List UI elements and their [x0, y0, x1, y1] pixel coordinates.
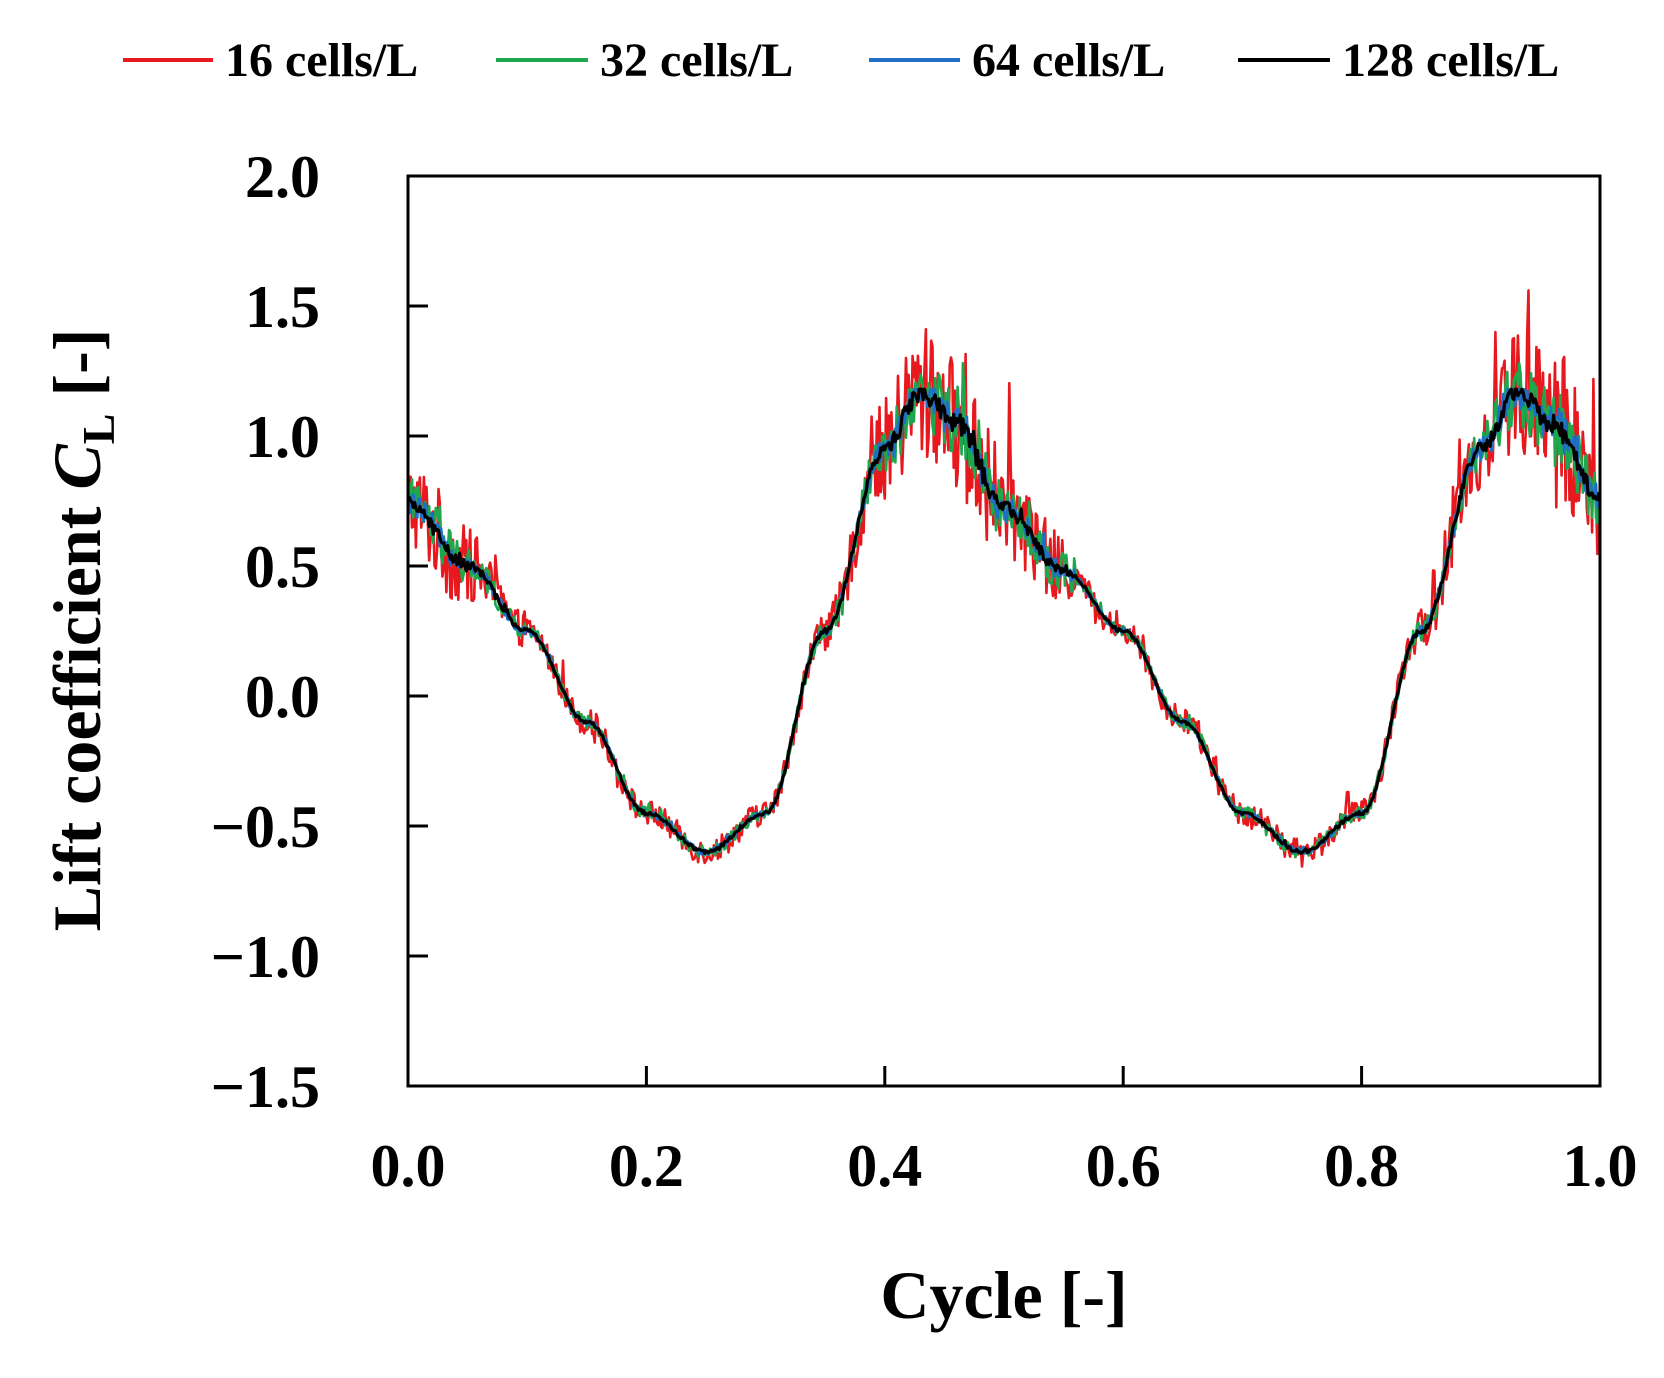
y-axis-title-subscript: L — [73, 414, 124, 445]
series-line-128-cells — [406, 387, 1602, 856]
x-tick-label: 1.0 — [1563, 1133, 1638, 1199]
y-axis-title-symbol: C — [39, 444, 115, 490]
y-axis-title: Lift coefficient CL [-] — [39, 329, 124, 932]
x-axis: 0.0 0.2 0.4 0.6 0.8 1.0 — [371, 1066, 1638, 1199]
y-axis: −1.5 −1.0 −0.5 0.0 0.5 1.0 1.5 2.0 — [211, 144, 428, 1120]
y-tick-label: −1.5 — [211, 1054, 320, 1120]
y-tick-label: 1.5 — [245, 274, 320, 340]
legend-label-64-cells: 64 cells/L — [972, 34, 1165, 87]
y-tick-label: 0.0 — [245, 664, 320, 730]
x-tick-label: 0.0 — [371, 1133, 446, 1199]
plot-frame — [406, 174, 1602, 1088]
series-layer — [406, 289, 1602, 868]
y-tick-label: −1.0 — [211, 924, 320, 990]
y-tick-label: −0.5 — [211, 794, 320, 860]
x-tick-label: 0.8 — [1324, 1133, 1399, 1199]
legend-label-128-cells: 128 cells/L — [1342, 34, 1559, 87]
y-tick-label: 0.5 — [245, 534, 320, 600]
y-tick-label: 2.0 — [245, 144, 320, 210]
x-axis-title: Cycle [-] — [880, 1257, 1127, 1333]
y-tick-label: 1.0 — [245, 404, 320, 470]
y-axis-title-suffix: [-] — [39, 329, 115, 414]
x-tick-label: 0.2 — [609, 1133, 684, 1199]
x-tick-label: 0.6 — [1086, 1133, 1161, 1199]
x-tick-label: 0.4 — [847, 1133, 922, 1199]
legend: 16 cells/L 32 cells/L 64 cells/L 128 cel… — [123, 34, 1559, 87]
series-line-16-cells — [406, 289, 1602, 868]
legend-label-16-cells: 16 cells/L — [225, 34, 418, 87]
legend-label-32-cells: 32 cells/L — [600, 34, 793, 87]
y-axis-title-prefix: Lift coefficient — [39, 490, 115, 932]
